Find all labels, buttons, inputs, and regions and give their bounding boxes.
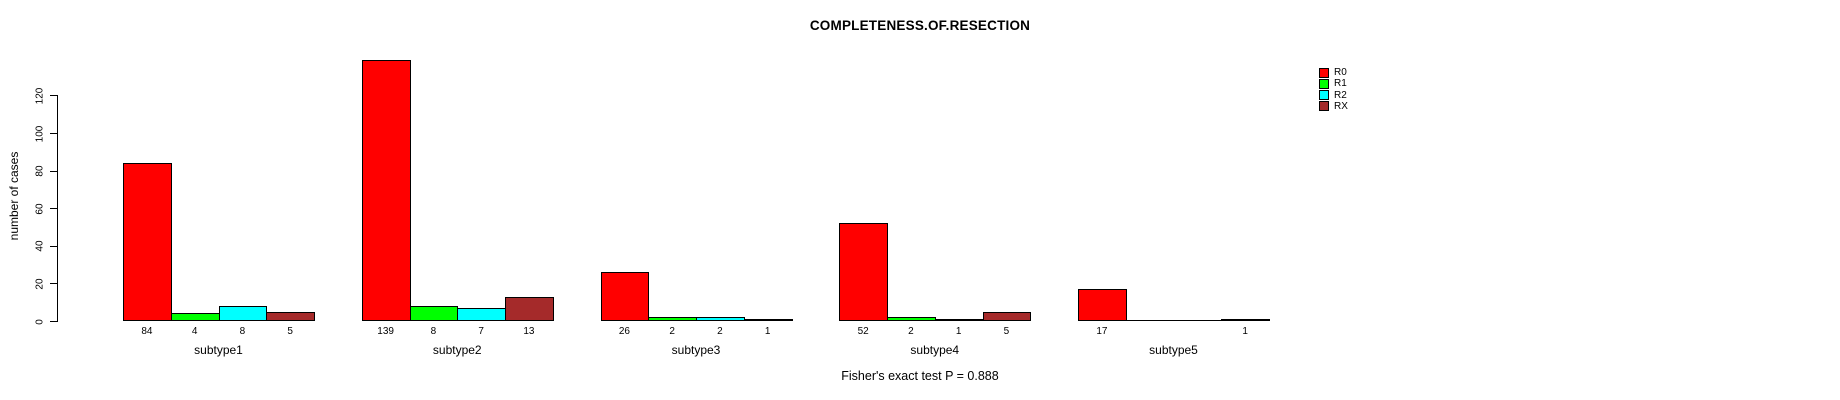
bar-r0-subtype2 [361, 60, 411, 321]
group-label-subtype3: subtype3 [671, 343, 721, 357]
bar-r0-subtype5 [1078, 289, 1127, 321]
bar-r2-subtype2 [457, 308, 506, 321]
legend-label-r1: R1 [1334, 78, 1347, 90]
y-axis-tick [50, 133, 58, 134]
legend-label-r2: R2 [1334, 89, 1347, 101]
legend-item-r2: R2 [1319, 90, 1347, 101]
group-label-subtype5: subtype5 [1149, 343, 1198, 357]
bar-value-label: 26 [618, 326, 630, 337]
bar-value-label: 1 [764, 326, 771, 337]
bar-value-label: 4 [191, 326, 198, 337]
bar-r1-subtype4 [887, 317, 936, 321]
legend-swatch-r1 [1319, 78, 1329, 89]
group-label-subtype2: subtype2 [432, 343, 482, 357]
y-tick-label: 120 [34, 87, 46, 105]
y-tick-label: 80 [34, 165, 46, 177]
bar-value-label: 1 [1242, 326, 1248, 337]
y-tick-label: 20 [34, 278, 46, 290]
y-tick-label: 0 [34, 318, 46, 325]
legend-item-r0: R0 [1319, 67, 1347, 78]
legend-swatch-rx [1319, 101, 1329, 112]
bar-rx-subtype1 [266, 312, 315, 321]
y-tick-label: 100 [34, 125, 46, 142]
legend-swatch-r2 [1319, 90, 1329, 101]
legend-item-rx: RX [1319, 101, 1348, 112]
bar-value-label: 17 [1096, 326, 1108, 337]
bar-r0-subtype4 [839, 223, 888, 321]
annotation-fishers-test: Fisher's exact test P = 0.888 [841, 369, 999, 383]
legend-item-r1: R1 [1319, 78, 1347, 89]
bar-r1-subtype2 [409, 306, 459, 321]
group-label-subtype1: subtype1 [194, 343, 243, 357]
bar-rx-subtype5 [1221, 319, 1270, 321]
legend-swatch-r0 [1319, 67, 1329, 78]
y-tick-label: 40 [34, 240, 46, 252]
bar-value-label: 5 [1003, 326, 1010, 337]
bar-value-label: 7 [478, 326, 484, 337]
bar-r2-subtype4 [934, 319, 984, 321]
bar-rx-subtype2 [505, 297, 554, 321]
y-axis-tick [50, 208, 58, 210]
bar-r0-subtype3 [600, 272, 650, 321]
bar-r0-subtype1 [123, 163, 172, 321]
group-label-subtype4: subtype4 [910, 343, 960, 357]
bar-value-label: 2 [908, 326, 914, 337]
bar-value-label: 2 [669, 326, 675, 337]
y-tick-label: 60 [34, 203, 46, 215]
y-axis-tick [50, 283, 58, 285]
bar-r2-subtype1 [218, 306, 268, 321]
bar-value-label: 13 [523, 326, 535, 337]
bar-value-label: 8 [430, 326, 437, 337]
bar-zero-r1-subtype5 [1125, 320, 1175, 321]
bar-value-label: 1 [955, 326, 962, 337]
bar-rx-subtype4 [982, 312, 1032, 321]
y-axis-tick [50, 170, 58, 172]
bar-zero-r2-subtype5 [1173, 320, 1223, 321]
chart-title: COMPLETENESS.OF.RESECTION [809, 18, 1031, 33]
bar-value-label: 5 [287, 326, 293, 337]
bar-r1-subtype3 [648, 317, 697, 321]
y-axis-tick [50, 245, 58, 247]
legend-label-rx: RX [1334, 100, 1348, 112]
bar-value-label: 52 [857, 326, 869, 337]
bar-value-label: 84 [141, 326, 153, 337]
legend-label-r0: R0 [1334, 67, 1347, 78]
y-axis-tick [50, 95, 58, 97]
bar-value-label: 2 [717, 326, 723, 337]
bar-r2-subtype3 [696, 317, 745, 321]
y-axis-tick [50, 321, 58, 322]
bar-rx-subtype3 [743, 319, 793, 321]
bar-value-label: 8 [239, 326, 246, 337]
bar-value-label: 139 [377, 326, 394, 337]
bar-r1-subtype1 [170, 313, 220, 321]
